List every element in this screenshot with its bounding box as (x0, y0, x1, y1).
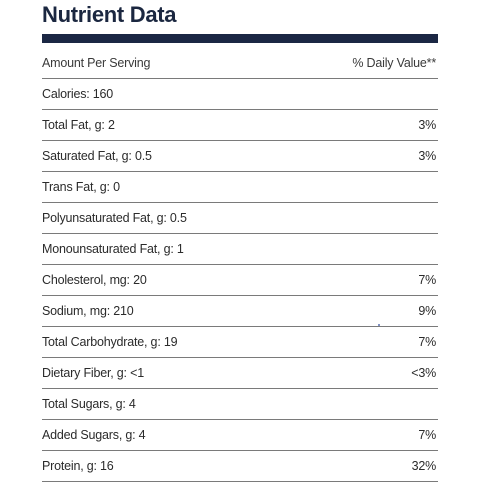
nutrient-label: Saturated Fat, g: 0.5 (42, 149, 152, 163)
nutrient-label: Monounsaturated Fat, g: 1 (42, 242, 184, 256)
nutrient-row: Sodium, mg: 210 9% (42, 296, 438, 327)
stray-dot-mark (378, 324, 380, 326)
nutrient-row: Protein, g: 16 32% (42, 451, 438, 482)
nutrient-label: Added Sugars, g: 4 (42, 428, 146, 442)
nutrient-label: Total Carbohydrate, g: 19 (42, 335, 178, 349)
nutrient-row: Trans Fat, g: 0 (42, 172, 438, 203)
nutrient-row: Saturated Fat, g: 0.5 3% (42, 141, 438, 172)
title-divider-bar (42, 34, 438, 43)
nutrient-daily-value: 7% (418, 273, 436, 287)
nutrient-label: Protein, g: 16 (42, 459, 114, 473)
nutrient-label: Total Fat, g: 2 (42, 118, 115, 132)
nutrient-daily-value: 3% (418, 149, 436, 163)
nutrient-label: Dietary Fiber, g: <1 (42, 366, 144, 380)
nutrient-daily-value: 7% (418, 428, 436, 442)
nutrient-daily-value: 3% (418, 118, 436, 132)
nutrient-panel: Nutrient Data Amount Per Serving % Daily… (42, 0, 438, 482)
nutrient-row: Total Fat, g: 2 3% (42, 110, 438, 141)
nutrient-row: Dietary Fiber, g: <1 <3% (42, 358, 438, 389)
nutrient-daily-value: 32% (411, 459, 437, 473)
nutrient-row: Total Carbohydrate, g: 19 7% (42, 327, 438, 358)
nutrient-daily-value: <3% (411, 366, 436, 380)
nutrient-row: Monounsaturated Fat, g: 1 (42, 234, 438, 265)
nutrient-row: Cholesterol, mg: 20 7% (42, 265, 438, 296)
table-header-row: Amount Per Serving % Daily Value** (42, 48, 438, 79)
nutrient-label: Sodium, mg: 210 (42, 304, 134, 318)
nutrient-daily-value: 7% (418, 335, 436, 349)
nutrient-label: Cholesterol, mg: 20 (42, 273, 147, 287)
nutrient-label: Total Sugars, g: 4 (42, 397, 136, 411)
nutrient-row: Polyunsaturated Fat, g: 0.5 (42, 203, 438, 234)
nutrient-row: Added Sugars, g: 4 7% (42, 420, 438, 451)
amount-per-serving-label: Amount Per Serving (42, 56, 151, 70)
daily-value-label: % Daily Value** (352, 56, 436, 70)
nutrient-row: Calories: 160 (42, 79, 438, 110)
nutrient-label: Polyunsaturated Fat, g: 0.5 (42, 211, 187, 225)
nutrient-row: Total Sugars, g: 4 (42, 389, 438, 420)
nutrient-label: Trans Fat, g: 0 (42, 180, 120, 194)
nutrient-label: Calories: 160 (42, 87, 114, 101)
nutrient-daily-value: 9% (418, 304, 436, 318)
panel-title: Nutrient Data (42, 2, 177, 27)
